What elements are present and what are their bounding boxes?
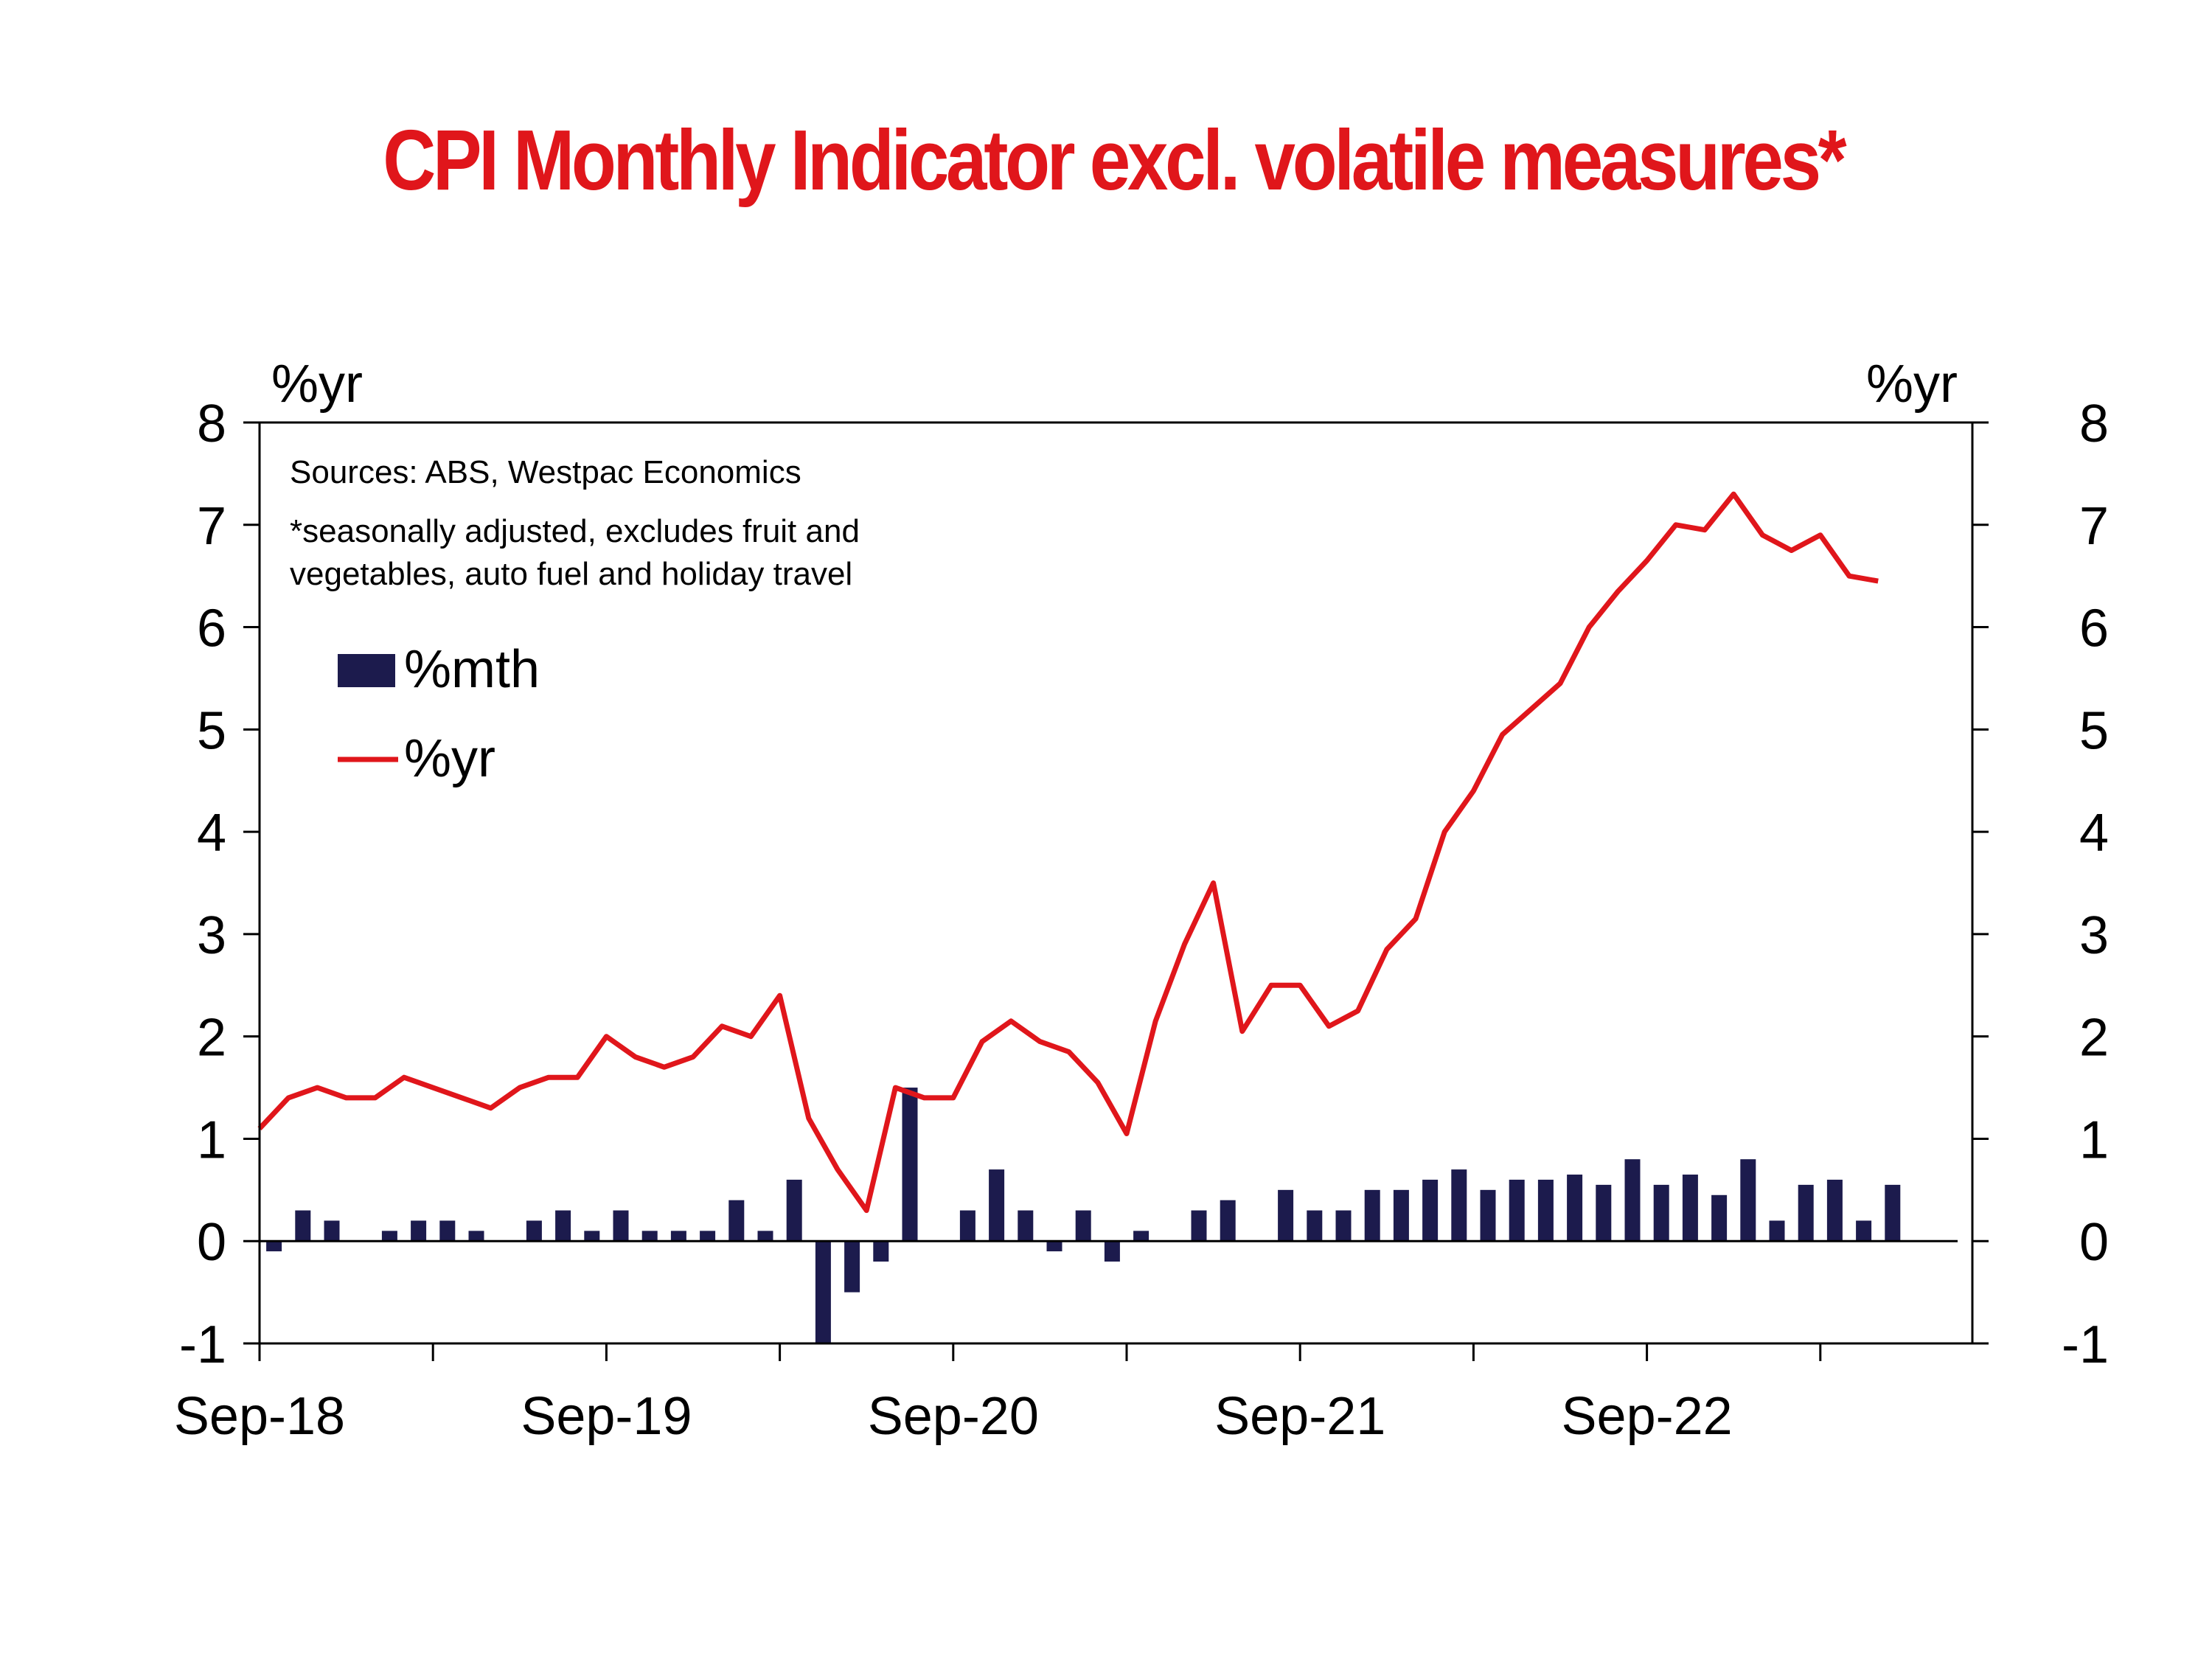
x-tick-label: Sep-21: [1214, 1387, 1385, 1446]
bar-mth: [1480, 1189, 1496, 1242]
y-tick-label-left: 3: [197, 906, 226, 965]
left-unit-label: %yr: [271, 355, 363, 414]
bar-mth: [728, 1200, 745, 1242]
bar-mth: [844, 1241, 860, 1293]
y-tick-label-left: 5: [197, 701, 226, 760]
bar-mth: [757, 1231, 773, 1242]
bar-mth: [1018, 1210, 1034, 1242]
legend-swatch-mth: [338, 654, 395, 687]
bar-mth: [295, 1210, 311, 1242]
bar-mth: [1451, 1169, 1467, 1242]
footnote-line-1: *seasonally adjusted, excludes fruit and: [290, 513, 860, 549]
legend: %mth %yr: [338, 640, 540, 788]
source-note: Sources: ABS, Westpac Economics: [290, 454, 801, 490]
y-tick-label-right: 2: [2079, 1009, 2109, 1068]
x-tick-label: Sep-19: [521, 1387, 692, 1446]
axes: -1 -1 0 0 1 1 2 2 3 3 4 4 5 5 6 6 7 7 8 8 Sep-18 Sep-19 Sep-20…: [174, 394, 2109, 1446]
y-tick-label-right: 5: [2079, 701, 2109, 760]
bar-mth: [1220, 1200, 1236, 1242]
y-tick-label-right: 4: [2079, 804, 2109, 863]
bar-mth: [641, 1231, 658, 1242]
y-tick-label-left: 8: [197, 394, 226, 453]
bar-mth: [670, 1231, 686, 1242]
bar-mth: [1769, 1220, 1785, 1242]
bar-mth: [1682, 1175, 1698, 1242]
y-tick-label-right: -1: [2062, 1315, 2109, 1374]
bar-mth: [324, 1220, 340, 1242]
bar-mth: [1596, 1184, 1612, 1242]
bar-mth: [786, 1179, 802, 1242]
y-tick-label-left: -1: [179, 1315, 226, 1374]
bar-mth: [266, 1241, 282, 1252]
bar-mth: [439, 1220, 456, 1242]
bar-mth: [1307, 1210, 1323, 1242]
y-tick-label-left: 2: [197, 1009, 226, 1068]
bar-mth: [959, 1210, 975, 1242]
x-tick-label: Sep-22: [1562, 1387, 1733, 1446]
bar-mth: [411, 1220, 427, 1242]
bar-mth: [1422, 1179, 1439, 1242]
bar-mth: [989, 1169, 1005, 1242]
bar-mth: [1335, 1210, 1352, 1242]
bar-mth: [526, 1220, 542, 1242]
bar-mth: [1826, 1179, 1843, 1242]
bar-series: [266, 1088, 1901, 1343]
plot-frame: [258, 421, 1974, 1345]
bar-mth: [1104, 1241, 1120, 1262]
bar-mth: [815, 1241, 831, 1343]
bar-mth: [1856, 1220, 1872, 1242]
chart-title: CPI Monthly Indicator excl. volatile mea…: [383, 112, 1846, 208]
bar-mth: [1364, 1189, 1380, 1242]
bar-mth: [1046, 1241, 1062, 1252]
bar-mth: [1191, 1210, 1207, 1242]
y-tick-label-left: 4: [197, 804, 226, 863]
line-series-yr: [257, 491, 1879, 1214]
bar-mth: [1537, 1179, 1554, 1242]
legend-label-yr: %yr: [404, 729, 495, 788]
bar-mth: [1278, 1189, 1294, 1242]
y-tick-label-right: 0: [2079, 1213, 2109, 1272]
bar-mth: [555, 1210, 571, 1242]
bar-mth: [1393, 1189, 1409, 1242]
y-tick-label-right: 8: [2079, 394, 2109, 453]
bar-mth: [613, 1210, 629, 1242]
bar-mth: [902, 1088, 918, 1242]
y-tick-label-left: 7: [197, 497, 226, 556]
y-tick-label-right: 6: [2079, 599, 2109, 658]
right-unit-label: %yr: [1866, 355, 1958, 414]
y-tick-label-right: 3: [2079, 906, 2109, 965]
legend-label-mth: %mth: [404, 640, 540, 699]
bar-mth: [584, 1231, 600, 1242]
y-tick-label-right: 1: [2079, 1110, 2109, 1169]
y-tick-label-left: 0: [197, 1213, 226, 1272]
footnote-line-2: vegetables, auto fuel and holiday travel: [290, 556, 852, 592]
x-tick-label: Sep-18: [174, 1387, 345, 1446]
bar-mth: [1075, 1210, 1091, 1242]
bar-mth: [1740, 1159, 1756, 1242]
bar-mth: [1509, 1179, 1525, 1242]
bar-mth: [1133, 1231, 1150, 1242]
bar-mth: [873, 1241, 889, 1262]
bar-mth: [1885, 1184, 1901, 1242]
y-tick-label-right: 7: [2079, 497, 2109, 556]
bar-mth: [1567, 1175, 1583, 1242]
bar-mth: [1624, 1159, 1641, 1242]
x-tick-label: Sep-20: [868, 1387, 1039, 1446]
bar-mth: [1653, 1184, 1669, 1242]
bar-mth: [381, 1231, 397, 1242]
y-tick-label-left: 1: [197, 1110, 226, 1169]
bar-mth: [1798, 1184, 1814, 1242]
bar-mth: [1711, 1194, 1728, 1242]
bar-mth: [468, 1231, 484, 1242]
y-tick-label-left: 6: [197, 599, 226, 658]
bar-mth: [700, 1231, 716, 1242]
